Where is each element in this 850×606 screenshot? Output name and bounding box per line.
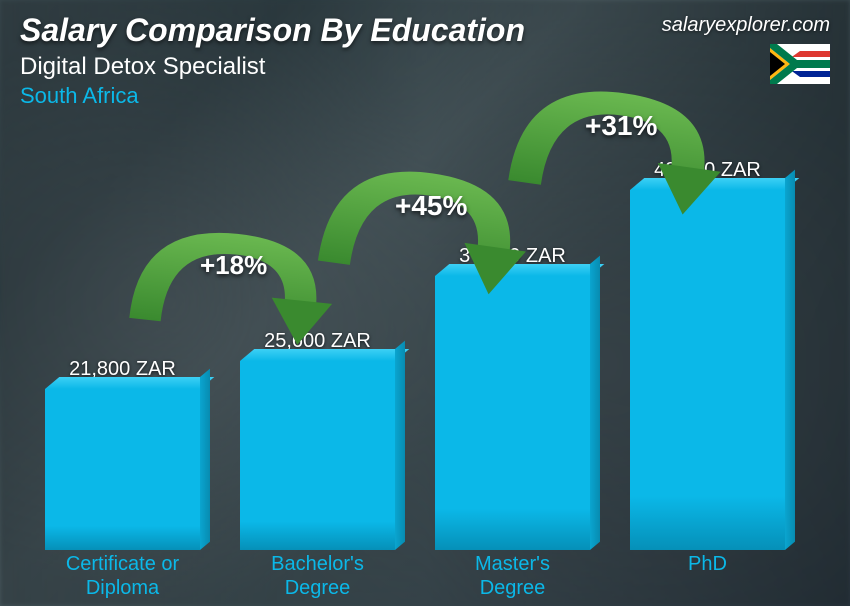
bar [435, 276, 590, 550]
increase-label: +45% [395, 190, 467, 222]
flag-icon [770, 44, 830, 84]
bar-label: Certificate orDiploma [40, 552, 205, 600]
bar [45, 389, 200, 550]
bar-label: Bachelor'sDegree [235, 552, 400, 600]
infographic-container: Salary Comparison By Education Digital D… [0, 0, 850, 606]
bar-group: 21,800 ZAR [40, 140, 205, 550]
bar-label: PhD [625, 552, 790, 600]
bar [630, 190, 785, 550]
chart-subtitle: Digital Detox Specialist [20, 53, 830, 81]
bar [240, 361, 395, 550]
increase-label: +31% [585, 110, 657, 142]
bar-label: Master'sDegree [430, 552, 595, 600]
brand-label: salaryexplorer.com [662, 14, 830, 37]
bar-labels-row: Certificate orDiploma Bachelor'sDegree Mas… [40, 552, 790, 600]
increase-label: +18% [200, 250, 267, 281]
